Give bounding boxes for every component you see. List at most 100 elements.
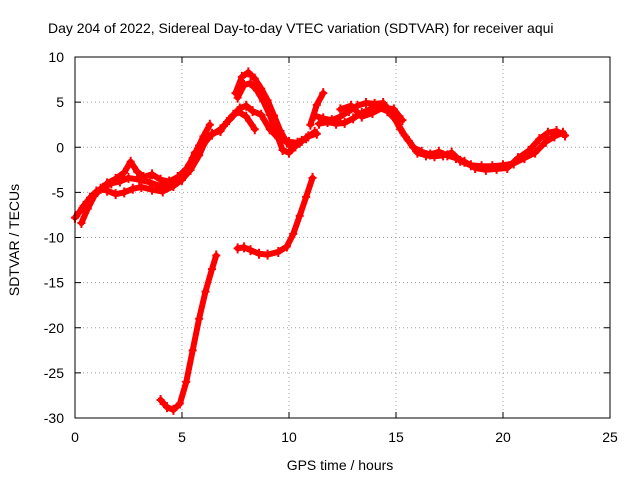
y-tick-label: -15 (44, 275, 64, 291)
data-point (561, 130, 570, 141)
data-point (137, 181, 146, 192)
data-point (400, 130, 409, 141)
data-point (103, 178, 112, 189)
data-point (111, 173, 120, 184)
data-point (312, 99, 321, 110)
data-point (543, 127, 552, 138)
data-point (222, 116, 231, 127)
data-point (244, 67, 253, 78)
data-point (120, 167, 129, 178)
data-point (248, 106, 257, 117)
data-point (552, 126, 561, 137)
data-point (274, 246, 283, 257)
data-point (417, 146, 426, 157)
data-point (297, 135, 306, 146)
data-point (96, 183, 105, 194)
data-point (409, 142, 418, 153)
data-point (90, 190, 99, 201)
data-point (524, 145, 533, 156)
data-point (389, 104, 398, 115)
y-tick-label: -25 (44, 365, 64, 381)
axis-ticks: 0 5 10 15 20 25 -30 -25 -20 -15 -10 -5 0 5 10 (44, 49, 618, 445)
data-point (83, 203, 92, 214)
y-tick-label: -30 (44, 410, 64, 426)
data-point (336, 104, 345, 115)
data-point (314, 118, 323, 129)
data-point (323, 116, 332, 127)
y-tick-label: 0 (56, 139, 64, 155)
x-tick-label: 25 (602, 429, 618, 445)
data-point (229, 109, 238, 120)
x-axis-label: GPS time / hours (287, 457, 394, 473)
data-point (158, 186, 167, 197)
data-point (207, 264, 216, 275)
data-point (252, 85, 261, 96)
data-point (235, 103, 244, 114)
data-point (139, 172, 148, 183)
data-point (242, 100, 251, 111)
data-point (481, 164, 490, 175)
data-point (75, 207, 84, 218)
data-point (340, 117, 349, 128)
data-point (246, 78, 255, 89)
data-point (289, 228, 298, 239)
data-point (169, 404, 178, 415)
data-point (182, 163, 191, 174)
data-point (379, 102, 388, 113)
y-tick-label: -20 (44, 320, 64, 336)
data-point (77, 218, 86, 229)
data-point (111, 189, 120, 200)
data-point (368, 107, 377, 118)
data-point (265, 109, 274, 120)
data-point (295, 210, 304, 221)
data-point (535, 134, 544, 145)
data-point (357, 111, 366, 122)
data-point (246, 245, 255, 256)
data-point (173, 172, 182, 183)
data-point (165, 176, 174, 187)
data-point (128, 183, 137, 194)
y-tick-label: -10 (44, 230, 64, 246)
data-point (250, 73, 259, 84)
data-point (216, 126, 225, 137)
data-point (190, 155, 199, 166)
data-point (169, 181, 178, 192)
data-point (282, 137, 291, 148)
data-point (205, 119, 214, 130)
data-point (212, 250, 221, 261)
data-point (541, 136, 550, 147)
data-point (175, 398, 184, 409)
data-point (319, 88, 328, 99)
data-point (133, 166, 142, 177)
data-point (492, 163, 501, 174)
data-point (531, 147, 540, 158)
data-point (451, 153, 460, 164)
data-series (71, 67, 570, 415)
data-point (278, 144, 287, 155)
data-point (199, 139, 208, 150)
data-point (503, 163, 512, 174)
data-point (513, 153, 522, 164)
data-point (237, 71, 246, 82)
data-point (207, 128, 216, 139)
data-point (312, 128, 321, 139)
data-point (471, 163, 480, 174)
data-point (240, 79, 249, 90)
data-point (255, 248, 264, 259)
data-point (250, 124, 259, 135)
data-point (282, 241, 291, 252)
data-point (124, 172, 133, 183)
x-tick-label: 15 (388, 429, 404, 445)
data-point (233, 92, 242, 103)
data-point (347, 100, 356, 111)
series-line-satellite-track-g (157, 252, 220, 413)
data-point (272, 127, 281, 138)
x-tick-label: 20 (495, 429, 511, 445)
data-point (156, 174, 165, 185)
data-point (349, 113, 358, 124)
data-point (163, 402, 172, 413)
x-tick-label: 5 (178, 429, 186, 445)
y-axis-label: SDTVAR / TECUs (6, 184, 22, 296)
data-point (362, 98, 371, 109)
